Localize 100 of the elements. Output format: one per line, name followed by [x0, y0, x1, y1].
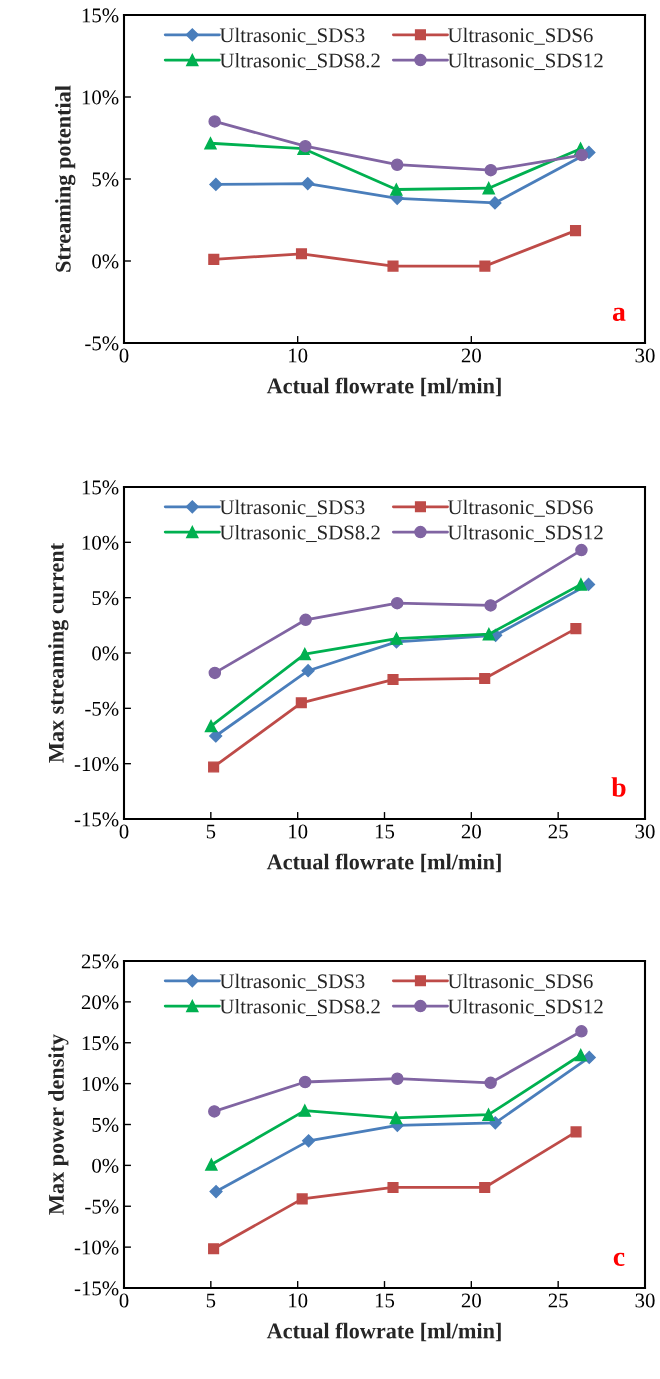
y-tick-label: -15% — [74, 812, 119, 827]
x-tick-label: 5 — [206, 1293, 216, 1308]
y-tick-label: 10% — [82, 1077, 119, 1092]
point — [209, 1184, 223, 1199]
x-axis-title: Actual flowrate [ml/min] — [266, 377, 501, 397]
point — [208, 666, 222, 680]
point — [301, 177, 315, 191]
annotation: b — [611, 777, 626, 797]
point — [390, 596, 404, 610]
legend-label: Ultrasonic_SDS3 — [219, 499, 365, 517]
x-tick-label: 25 — [548, 1293, 568, 1308]
point — [387, 260, 399, 272]
legend-label: Ultrasonic_SDS6 — [447, 27, 593, 45]
y-axis-title: Max streaming current — [48, 543, 69, 763]
y-tick-label: -5% — [85, 336, 119, 351]
x-tick-label: 5 — [206, 824, 216, 839]
y-tick-label: 10% — [82, 535, 119, 550]
y-tick-label: 15% — [82, 480, 119, 495]
y-tick-label: 0% — [92, 254, 119, 269]
x-axis-title: Actual flowrate [ml/min] — [266, 853, 501, 873]
x-axis-title: Actual flowrate [ml/min] — [266, 1322, 501, 1342]
x-tick-label: 0 — [119, 1293, 129, 1308]
x-tick-label: 0 — [119, 824, 129, 839]
y-tick-label: 15% — [82, 1036, 119, 1051]
point — [389, 1111, 403, 1125]
x-tick-label: 20 — [461, 1293, 481, 1308]
point — [570, 1126, 582, 1138]
point — [390, 183, 403, 196]
point — [479, 1181, 491, 1194]
point — [569, 225, 582, 237]
point — [391, 1072, 404, 1085]
y-axis-title: Max power density — [48, 1034, 69, 1215]
x-tick-label: 15 — [375, 1293, 395, 1308]
y-tick-label: 20% — [81, 995, 119, 1010]
annotation: a — [612, 307, 626, 321]
point — [208, 1105, 221, 1118]
point — [209, 177, 223, 192]
y-tick-label: -15% — [74, 1281, 119, 1296]
legend-label: Ultrasonic_SDS8.2 — [219, 52, 380, 71]
point — [484, 1076, 497, 1090]
point — [298, 1075, 312, 1089]
legend-label: Ultrasonic_SDS8.2 — [219, 524, 380, 543]
point — [204, 136, 217, 150]
x-tick-label: 30 — [635, 824, 655, 839]
point — [295, 697, 307, 709]
legend-label: Ultrasonic_SDS3 — [219, 973, 365, 991]
point — [574, 578, 588, 591]
point — [575, 148, 589, 162]
point — [484, 163, 498, 177]
point — [574, 1048, 587, 1062]
point — [205, 1158, 218, 1171]
y-tick-label: 5% — [92, 591, 119, 606]
y-tick-label: 15% — [82, 8, 119, 23]
point — [482, 1108, 495, 1121]
x-tick-label: 10 — [289, 348, 308, 363]
point — [479, 672, 491, 685]
x-tick-label: 20 — [461, 348, 481, 363]
point — [208, 761, 220, 773]
x-tick-label: 25 — [548, 824, 568, 839]
point — [575, 543, 588, 557]
y-tick-label: 5% — [92, 172, 119, 187]
y-tick-label: 10% — [82, 90, 119, 105]
point — [302, 1134, 316, 1148]
legend-label: Ultrasonic_SDS12 — [447, 524, 603, 543]
legend-label: Ultrasonic_SDS6 — [447, 499, 593, 517]
point — [295, 248, 308, 260]
point — [208, 253, 220, 265]
point — [575, 1025, 588, 1038]
point — [387, 1181, 399, 1194]
annotation: c — [613, 1252, 625, 1266]
point — [482, 627, 496, 641]
legend-label: Ultrasonic_SDS12 — [447, 52, 603, 71]
point — [479, 260, 491, 272]
point — [208, 115, 221, 128]
point — [482, 181, 495, 195]
point — [209, 729, 223, 743]
y-tick-label: -10% — [74, 1240, 119, 1255]
point — [301, 664, 315, 678]
point — [204, 719, 218, 733]
y-tick-label: -5% — [85, 701, 119, 716]
x-tick-label: 10 — [289, 824, 308, 839]
point — [488, 196, 502, 210]
x-tick-label: 30 — [635, 348, 655, 363]
point — [570, 623, 582, 635]
legend-label: Ultrasonic_SDS8.2 — [219, 998, 380, 1017]
x-tick-label: 30 — [635, 1293, 655, 1308]
point — [484, 599, 497, 612]
point — [387, 674, 399, 686]
y-axis-title: Streaming potential — [55, 85, 76, 272]
legend-label: Ultrasonic_SDS6 — [447, 973, 593, 991]
point — [390, 158, 404, 171]
y-tick-label: 25% — [81, 954, 119, 969]
legend-label: Ultrasonic_SDS12 — [447, 998, 603, 1017]
y-tick-label: -10% — [74, 757, 119, 772]
point — [298, 647, 312, 661]
point — [299, 613, 312, 627]
x-tick-label: 10 — [289, 1293, 308, 1308]
point — [296, 1193, 308, 1205]
y-tick-label: 5% — [92, 1117, 119, 1132]
point — [390, 632, 403, 645]
